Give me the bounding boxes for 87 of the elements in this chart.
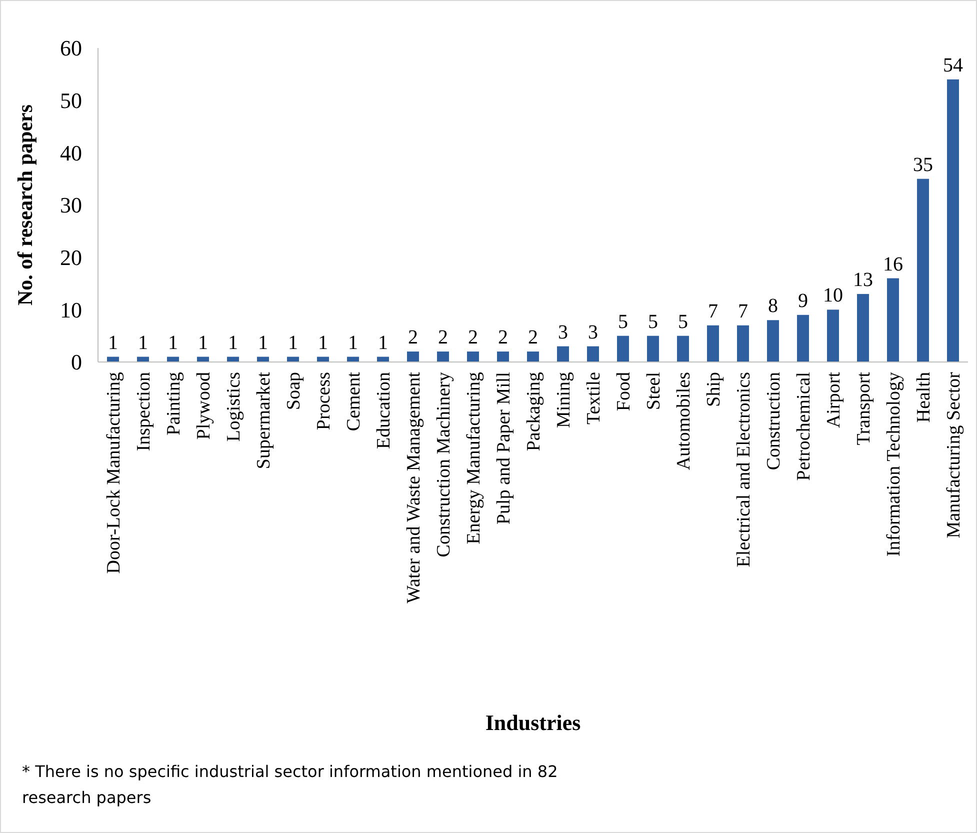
- data-label: 3: [558, 321, 568, 344]
- x-tick-label: Food: [614, 372, 635, 412]
- x-tick-label: Construction: [764, 372, 785, 470]
- data-label: 3: [588, 321, 598, 344]
- x-tick-label: Construction Machinery: [434, 372, 455, 558]
- bar: [737, 325, 749, 362]
- data-label: 16: [883, 253, 903, 276]
- bar: [887, 278, 899, 362]
- x-tick-label: Manufacturing Sector: [944, 371, 965, 538]
- x-tick-label: Packaging: [524, 372, 545, 452]
- data-label: 1: [258, 332, 268, 354]
- x-tick-label: Ship: [704, 372, 725, 407]
- data-label: 10: [823, 284, 843, 307]
- data-label: 7: [708, 300, 718, 322]
- x-tick-label: Airport: [824, 371, 845, 428]
- x-tick-label: Cement: [344, 371, 365, 432]
- data-label: 1: [198, 332, 208, 354]
- data-label: 1: [228, 332, 238, 354]
- bar: [827, 310, 839, 362]
- text: * There is no specific industrial sector information mentioned in 82 research papers: [22, 762, 558, 807]
- bar: [857, 294, 869, 362]
- data-label: 2: [468, 326, 478, 349]
- x-tick-label: Pulp and Paper Mill: [494, 372, 515, 525]
- data-label: 1: [378, 332, 388, 354]
- x-tick-label: Painting: [164, 372, 185, 436]
- y-tick-label: 0: [71, 350, 82, 375]
- x-tick-label: Inspection: [134, 372, 155, 452]
- bar: [557, 346, 569, 362]
- x-axis-title: Industries: [485, 710, 582, 735]
- x-tick-label: Transport: [854, 371, 875, 446]
- data-label: 5: [648, 310, 658, 333]
- data-label: 8: [768, 295, 778, 318]
- bar: [917, 178, 929, 362]
- bar: [437, 352, 449, 362]
- data-label: 1: [348, 332, 358, 354]
- bar: [677, 336, 689, 362]
- bar: [497, 352, 509, 362]
- bar: [617, 336, 629, 362]
- data-label: 1: [108, 332, 118, 354]
- bar: [467, 352, 479, 362]
- bar: [587, 346, 599, 362]
- x-tick-label: Electrical and Electronics: [734, 372, 755, 568]
- x-tick-label: Mining: [554, 372, 575, 428]
- bar: [797, 314, 809, 362]
- y-tick-label: 10: [60, 297, 82, 322]
- data-label: 13: [853, 268, 873, 291]
- x-tick-label: Petrochemical: [794, 372, 815, 481]
- bar: [707, 325, 719, 362]
- bar: [767, 320, 779, 362]
- data-label: 2: [498, 326, 508, 349]
- y-axis-title: No. of research papers: [13, 104, 37, 306]
- data-label: 54: [943, 54, 963, 76]
- data-label: 1: [138, 332, 148, 354]
- x-tick-label: Information Technology: [884, 372, 905, 557]
- data-label: 35: [913, 154, 933, 176]
- x-tick-label: Automobiles: [674, 372, 695, 470]
- bar: [647, 336, 659, 362]
- data-label: 1: [288, 332, 298, 354]
- data-label: 1: [318, 332, 328, 354]
- y-tick-label: 60: [60, 36, 82, 61]
- x-tick-label: Textile: [584, 372, 605, 424]
- data-label: 1: [168, 332, 178, 354]
- x-tick-label: Logistics: [224, 372, 245, 442]
- data-label: 2: [408, 326, 418, 349]
- x-tick-label: Health: [914, 372, 935, 423]
- x-tick-label: Plywood: [194, 372, 215, 440]
- bar: [947, 79, 959, 362]
- data-label: 2: [438, 326, 448, 349]
- x-tick-label: Water and Waste Management: [404, 371, 425, 604]
- y-tick-label: 20: [60, 245, 82, 270]
- x-tick-label: Steel: [644, 372, 665, 410]
- y-tick-label: 30: [60, 192, 82, 218]
- bar: [407, 352, 419, 362]
- x-tick-label: Supermarket: [254, 371, 275, 470]
- y-tick-label: 40: [60, 140, 82, 166]
- x-tick-label: Education: [374, 372, 395, 450]
- data-label: 5: [678, 310, 688, 333]
- data-label: 7: [738, 300, 748, 322]
- x-tick-label: Soap: [284, 372, 305, 410]
- data-label: 9: [798, 290, 808, 312]
- bar: [527, 352, 539, 362]
- y-tick-label: 50: [60, 88, 82, 114]
- x-tick-label: Energy Manufacturing: [464, 372, 485, 544]
- data-label: 5: [618, 310, 628, 333]
- x-tick-label: Process: [314, 372, 335, 430]
- x-tick-label: Door-Lock Manufacturing: [104, 372, 125, 574]
- data-label: 2: [528, 326, 538, 349]
